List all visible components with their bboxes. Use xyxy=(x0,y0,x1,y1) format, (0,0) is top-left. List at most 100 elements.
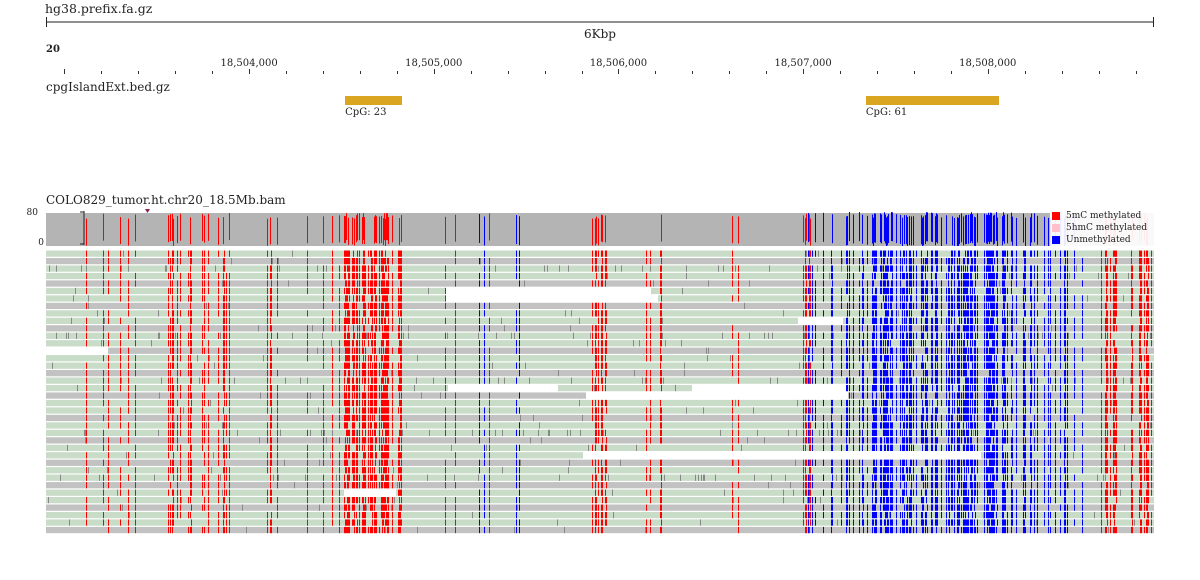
read-row[interactable] xyxy=(46,414,1154,422)
unmethylated-call xyxy=(936,370,937,377)
unmethylated-call xyxy=(927,384,928,392)
unmethylated-call xyxy=(987,340,988,347)
methylated-call xyxy=(1141,355,1142,362)
methylated-call xyxy=(1151,257,1152,265)
unmethylated-call xyxy=(884,377,885,384)
unmethylated-call xyxy=(986,362,987,369)
methylated-call xyxy=(359,250,360,257)
unmethylated-call xyxy=(1067,347,1068,354)
read-row[interactable] xyxy=(46,407,1154,414)
unmethylated-call xyxy=(881,280,882,287)
unmethylated-call xyxy=(1031,302,1032,310)
cpg-track-label[interactable]: cpgIslandExt.bed.gz xyxy=(46,80,170,94)
unmethylated-call xyxy=(916,317,917,324)
unmethylated-call xyxy=(1065,377,1066,384)
read-row[interactable] xyxy=(46,422,1154,429)
methylated-call xyxy=(388,317,389,324)
unmethylated-call xyxy=(922,310,923,317)
unmethylated-call xyxy=(863,257,864,265)
unmethylated-call xyxy=(992,272,993,280)
unmethylated-call xyxy=(964,399,965,407)
coordinate-ruler[interactable]: 18,504,000 18,505,000 18,506,000 18,507,000… xyxy=(46,58,1154,78)
methylated-call xyxy=(172,332,173,339)
unmethylated-call xyxy=(921,295,922,302)
mismatch-mark xyxy=(403,332,404,339)
unmethylated-call xyxy=(966,407,967,414)
unmethylated-call xyxy=(994,362,995,369)
unmethylated-call xyxy=(888,414,889,422)
unmethylated-call xyxy=(925,287,926,295)
unmethylated-call xyxy=(1004,250,1005,257)
cpg-island-feature[interactable] xyxy=(345,96,403,105)
read-row[interactable] xyxy=(46,317,1154,324)
methylated-call xyxy=(271,287,272,295)
read-row[interactable] xyxy=(46,272,1154,280)
read-row[interactable] xyxy=(46,362,1154,369)
unmethylated-call xyxy=(1044,370,1045,377)
methylated-call xyxy=(86,340,87,347)
methylated-call xyxy=(661,317,662,324)
methylated-call xyxy=(359,392,360,399)
methylated-call xyxy=(1132,325,1133,332)
methylated-call xyxy=(1131,287,1132,295)
unmethylated-call xyxy=(935,272,936,280)
mismatch-mark xyxy=(684,362,685,369)
unmethylated-call xyxy=(909,272,910,280)
read-alignments[interactable] xyxy=(46,250,1154,534)
methylated-call xyxy=(218,302,219,310)
coverage-track[interactable] xyxy=(46,209,1154,246)
genome-label[interactable]: hg38.prefix.fa.gz xyxy=(45,1,153,16)
methylated-call xyxy=(661,265,662,272)
unmethylated-call xyxy=(1007,422,1008,429)
unmethylated-call xyxy=(831,302,832,310)
methylated-call xyxy=(374,429,375,437)
read-row[interactable] xyxy=(46,250,1154,257)
read-row[interactable] xyxy=(46,302,1154,310)
unmethylated-call xyxy=(957,370,958,377)
methylated-call xyxy=(103,340,104,347)
mismatch-mark xyxy=(898,310,899,317)
unmethylated-call xyxy=(903,302,904,310)
unmethylated-call xyxy=(1082,332,1083,339)
methylated-call xyxy=(1113,414,1114,422)
unmethylated-call xyxy=(519,280,520,287)
read-row[interactable] xyxy=(46,325,1154,332)
methylated-call xyxy=(732,280,733,287)
unmethylated-call xyxy=(958,407,959,414)
unmethylated-call xyxy=(1005,340,1006,347)
read-row[interactable] xyxy=(46,384,1154,392)
methylated-call xyxy=(347,340,348,347)
cpg-island-feature[interactable] xyxy=(865,96,999,105)
methylated-call xyxy=(348,280,349,287)
unmethylated-call xyxy=(890,384,891,392)
read-row[interactable] xyxy=(46,310,1154,317)
read-row[interactable] xyxy=(46,340,1154,347)
methylated-call xyxy=(595,302,596,310)
read-row[interactable] xyxy=(46,257,1154,265)
read-row[interactable] xyxy=(46,265,1154,272)
read-row[interactable] xyxy=(46,355,1154,362)
read-row[interactable] xyxy=(46,280,1154,287)
read-row[interactable] xyxy=(46,347,1154,354)
alignment-track-label[interactable]: COLO829_tumor.ht.chr20_18.5Mb.bam xyxy=(46,193,286,207)
methylated-call xyxy=(381,377,382,384)
methylated-call xyxy=(103,310,104,317)
unmethylated-call xyxy=(936,407,937,414)
unmethylated-call xyxy=(1067,257,1068,265)
unmethylated-call xyxy=(1002,340,1003,347)
unmethylated-call xyxy=(994,414,995,422)
unmethylated-call xyxy=(883,265,884,272)
unmethylated-call xyxy=(994,392,995,399)
unmethylated-call xyxy=(484,310,485,317)
methylated-call xyxy=(803,422,804,429)
read-row[interactable] xyxy=(46,370,1154,377)
read-row[interactable] xyxy=(46,399,1154,407)
unmethylated-call xyxy=(479,407,480,414)
methylated-call xyxy=(1147,355,1148,362)
unmethylated-call xyxy=(1024,280,1025,287)
methylated-call xyxy=(1139,422,1140,429)
methylated-call xyxy=(806,347,807,354)
methylated-call xyxy=(489,272,490,280)
read-row[interactable] xyxy=(46,377,1154,384)
read-row[interactable] xyxy=(46,332,1154,339)
